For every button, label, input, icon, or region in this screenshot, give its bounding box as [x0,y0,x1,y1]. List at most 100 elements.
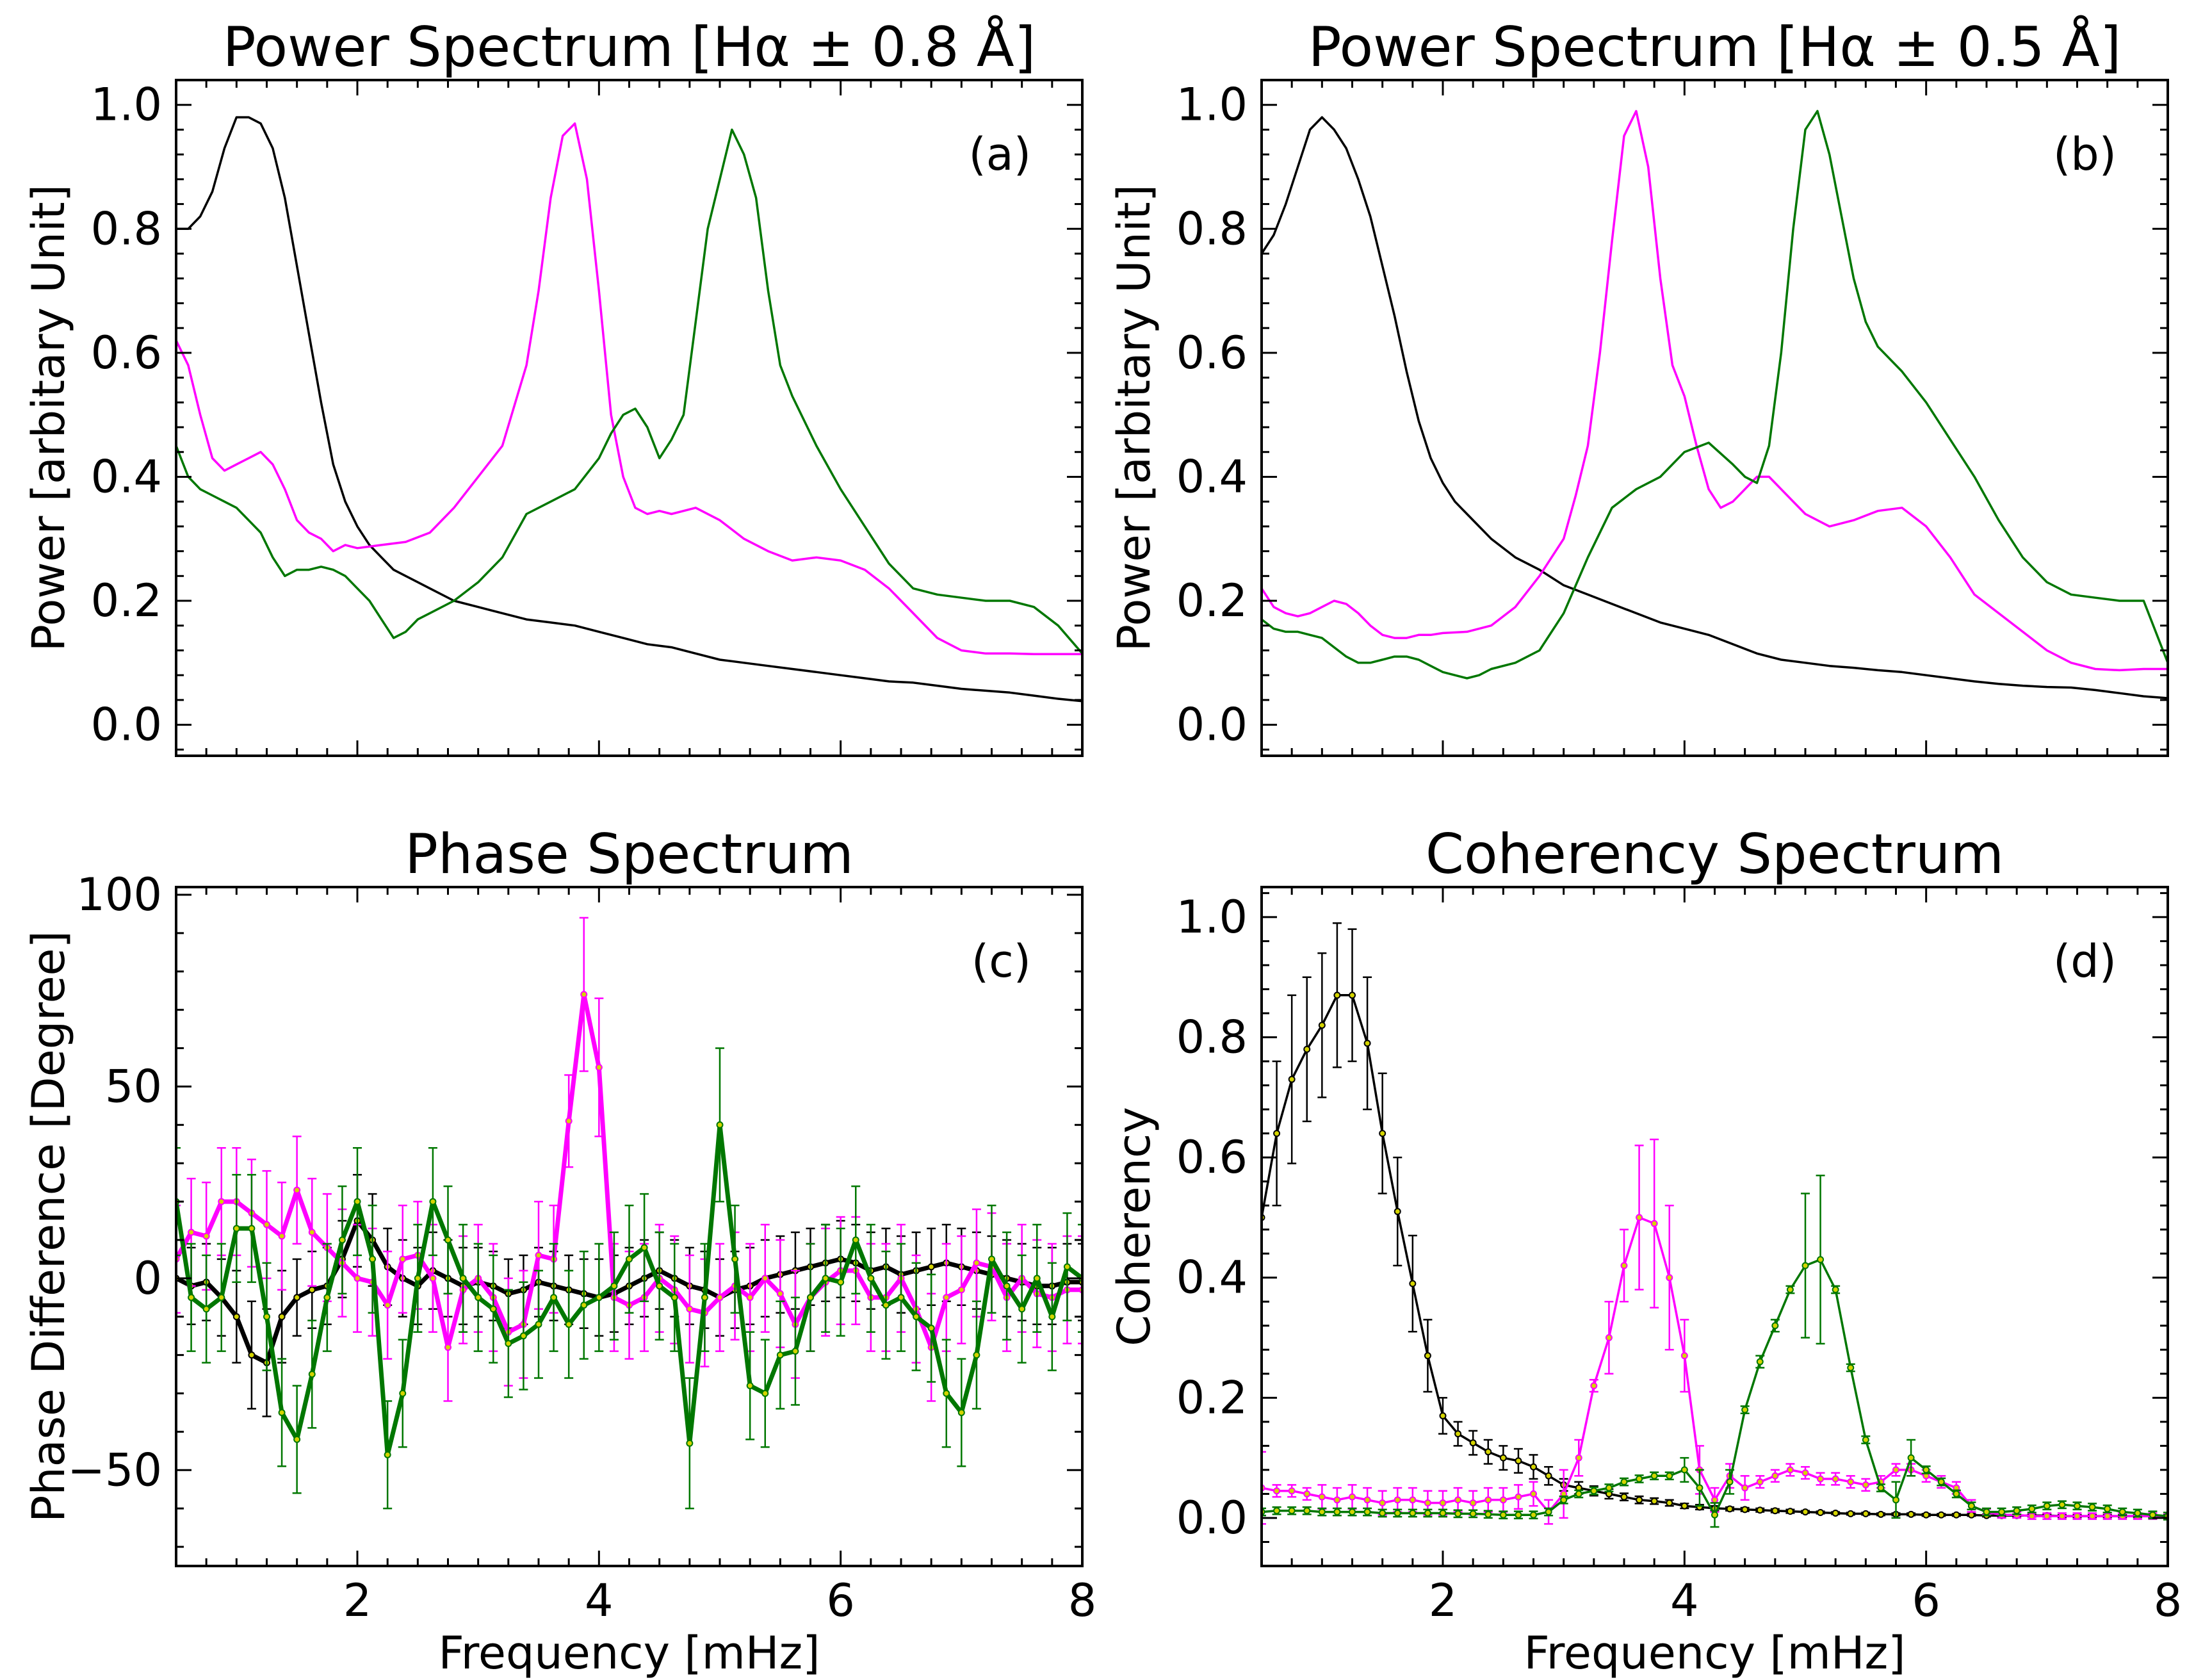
data-point [2118,1508,2126,1516]
data-point [943,1294,950,1301]
series-magenta [176,122,1082,656]
data-point [1666,1274,1673,1282]
data-point [580,991,588,999]
data-point [1636,1214,1643,1221]
data-point [2058,1501,2066,1508]
data-point [1575,1454,1582,1462]
data-point [1424,1509,1431,1517]
data-point [913,1313,920,1321]
data-point [610,1282,618,1290]
y-tick-label: 50 [105,1060,162,1113]
data-point [1983,1508,1990,1516]
data-point [338,1236,346,1244]
data-point [1817,1509,1825,1517]
data-point [1953,1511,1960,1519]
data-point [1484,1448,1492,1456]
data-point [1680,1352,1688,1360]
data-point [1424,1499,1431,1507]
data-point [535,1321,542,1328]
panel-label: (b) [2053,128,2117,181]
y-tick-label: 0.0 [1176,1492,1248,1544]
data-point [1726,1478,1734,1486]
data-point [1832,1509,1839,1517]
data-point [943,1390,950,1398]
data-point [1771,1507,1779,1515]
data-point [882,1301,890,1309]
y-tick-label: −50 [67,1444,162,1496]
data-point [927,1325,935,1332]
data-point [354,1275,361,1282]
data-point [263,1221,270,1228]
data-point [1786,1466,1794,1474]
data-point [1847,1364,1855,1371]
data-point [248,1351,256,1359]
panel-b: 0.0 0.2 0.4 0.6 0.8 1.0 Power Spectrum [Hα ± 0… [1108,15,2169,757]
data-point [1590,1382,1598,1390]
data-point [1018,1305,1026,1313]
chart-title: Phase Spectrum [405,822,854,886]
data-point [1726,1505,1734,1513]
data-point [369,1255,377,1263]
data-point [1590,1487,1598,1495]
data-point [1409,1280,1417,1287]
data-point [1892,1496,1899,1504]
series-black [176,116,1082,703]
data-point [2088,1512,2096,1520]
data-point [1711,1496,1718,1504]
data-point [278,1232,286,1240]
y-tick-label: 1.0 [1176,891,1248,943]
data-point [293,1294,301,1301]
data-point [640,1244,648,1252]
data-point [2058,1512,2066,1520]
data-point [2074,1502,2081,1510]
data-point [565,1117,573,1125]
data-point [686,1439,694,1447]
data-point [1409,1496,1417,1504]
data-point [1817,1256,1825,1264]
data-point [293,1435,301,1443]
data-point [1530,1463,1537,1471]
data-point [1363,1496,1371,1504]
data-point [1545,1508,1552,1516]
data-point [1636,1496,1643,1504]
data-point [1817,1475,1825,1483]
data-point [1620,1262,1628,1269]
y-tick-label: 100 [76,869,162,921]
data-point [293,1186,301,1194]
data-point [580,1301,588,1309]
data-point [1515,1511,1522,1519]
data-point [1273,1487,1281,1495]
x-tick-label: 6 [826,1574,855,1627]
x-axis-label: Frequency [mHz] [1524,1627,1905,1679]
data-point [1318,1508,1326,1516]
data-point [1273,1507,1281,1515]
y-tick-label: 1.0 [91,79,162,131]
series-line-green [1262,110,2168,680]
data-point [1696,1484,1703,1492]
data-point [2104,1505,2111,1513]
data-point [761,1275,769,1282]
data-point [988,1255,995,1263]
data-point [202,1305,210,1313]
x-tick-label: 4 [1670,1574,1699,1627]
data-point [1469,1439,1477,1447]
data-point [519,1332,527,1340]
data-point [1650,1497,1658,1505]
data-point [1801,1508,1809,1516]
data-point [776,1290,784,1298]
data-point [1937,1511,1945,1519]
chart-title: Coherency Spectrum [1426,822,2004,886]
data-point [535,1252,542,1259]
data-point [776,1351,784,1359]
data-point [414,1275,421,1282]
data-point [1318,1022,1326,1029]
data-point [1288,1487,1296,1495]
data-point [1379,1499,1386,1507]
data-point [686,1305,694,1313]
data-point [1832,1475,1839,1483]
series-line-green [176,128,1082,655]
data-point [323,1294,331,1301]
y-axis-label: Power [arbitary Unit] [1108,184,1160,651]
data-point [202,1232,210,1240]
y-tick-label: 0.2 [91,575,162,627]
